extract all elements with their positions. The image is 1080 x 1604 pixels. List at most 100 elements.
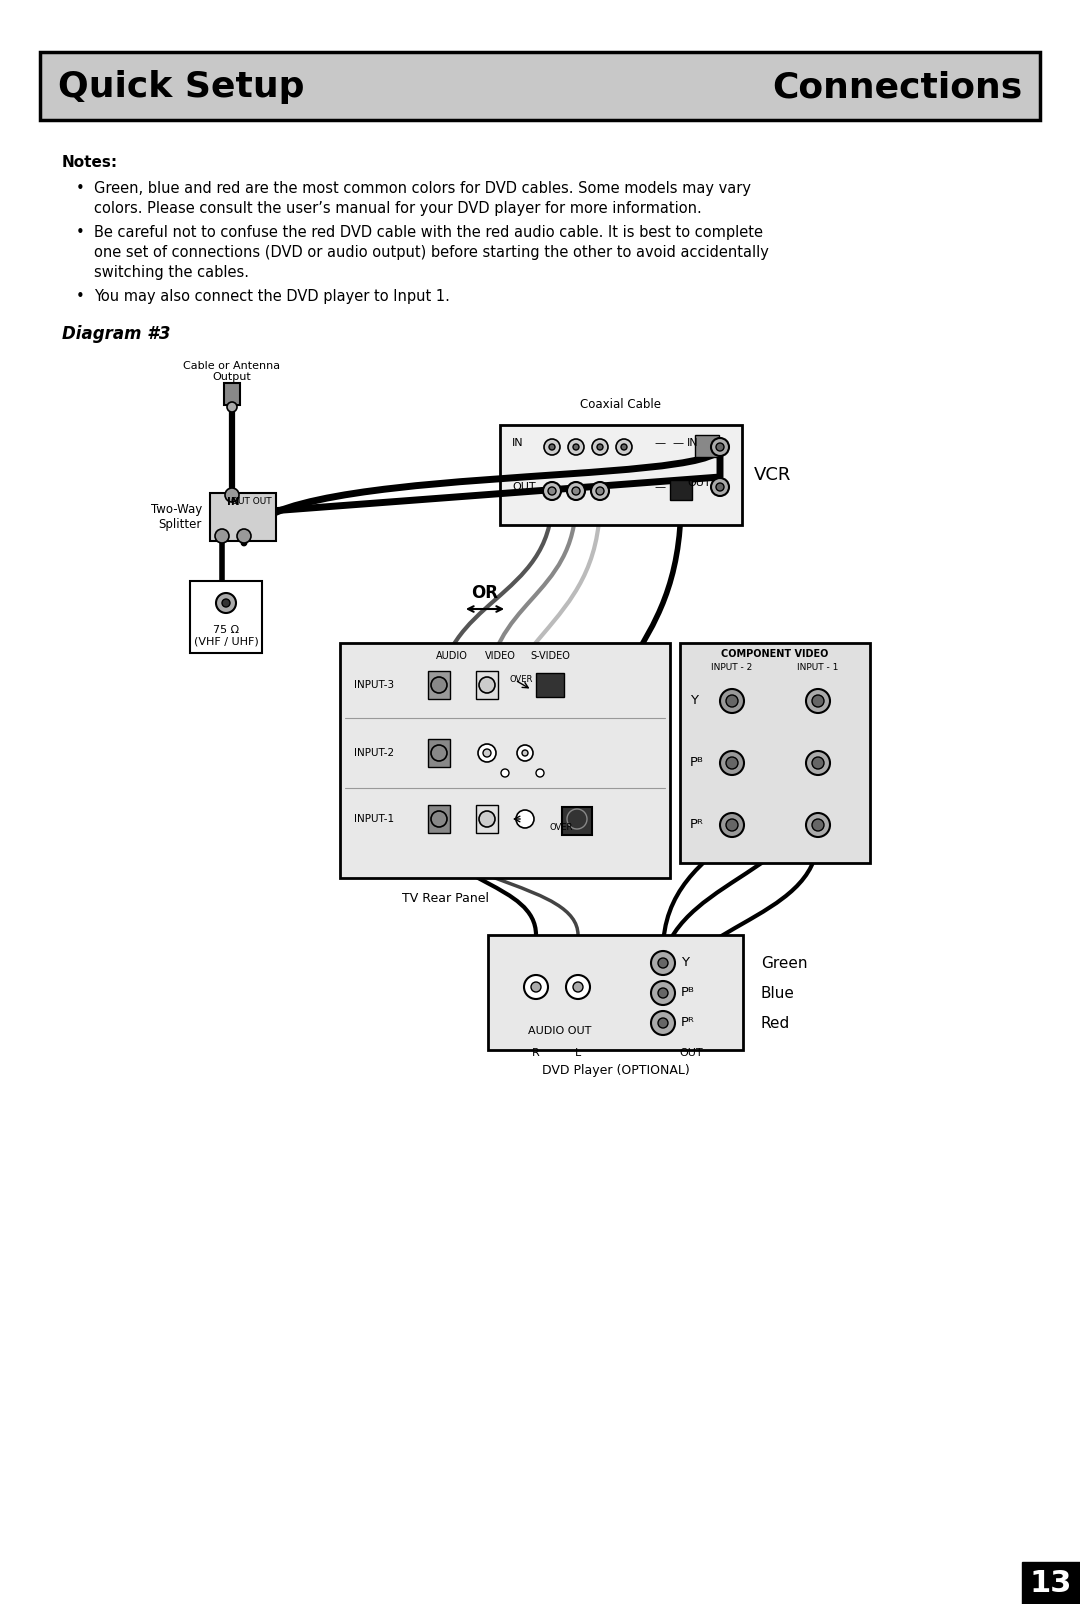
Bar: [428, 670, 450, 699]
Text: INPUT-1: INPUT-1: [354, 813, 394, 824]
Text: Two-Way
Splitter: Two-Way Splitter: [151, 504, 202, 531]
Text: Connections: Connections: [772, 71, 1022, 104]
Text: Red: Red: [761, 1015, 791, 1030]
Text: —: —: [654, 438, 665, 448]
Text: Blue: Blue: [761, 985, 795, 1001]
Circle shape: [716, 443, 724, 451]
Circle shape: [591, 481, 609, 500]
Circle shape: [531, 982, 541, 991]
Bar: [488, 935, 743, 1051]
Circle shape: [812, 757, 824, 768]
Bar: [476, 670, 498, 699]
Text: IN: IN: [512, 438, 524, 448]
Text: S-VIDEO: S-VIDEO: [530, 651, 570, 661]
Circle shape: [806, 751, 831, 775]
Circle shape: [524, 975, 548, 999]
Circle shape: [483, 749, 491, 757]
Bar: [1022, 1562, 1080, 1604]
Bar: [670, 480, 692, 500]
Bar: [190, 581, 262, 653]
Circle shape: [572, 488, 580, 496]
Circle shape: [651, 982, 675, 1006]
Circle shape: [549, 444, 555, 451]
Circle shape: [812, 695, 824, 707]
Circle shape: [501, 768, 509, 776]
Text: R: R: [532, 1047, 540, 1059]
Circle shape: [222, 598, 230, 606]
Circle shape: [720, 813, 744, 837]
Text: —: —: [673, 438, 684, 448]
Circle shape: [596, 488, 604, 496]
Circle shape: [548, 488, 556, 496]
Text: OUT: OUT: [679, 1047, 703, 1059]
Text: •: •: [76, 289, 84, 305]
Text: Pᴿ: Pᴿ: [681, 1017, 694, 1030]
Circle shape: [658, 988, 669, 998]
Bar: [680, 643, 870, 863]
Text: Coaxial Cable: Coaxial Cable: [581, 398, 661, 411]
Circle shape: [431, 812, 447, 828]
Circle shape: [597, 444, 603, 451]
Circle shape: [536, 768, 544, 776]
Circle shape: [215, 529, 229, 544]
Bar: [562, 807, 592, 836]
Circle shape: [720, 751, 744, 775]
Text: AUDIO OUT: AUDIO OUT: [528, 1027, 592, 1036]
Text: INPUT-2: INPUT-2: [354, 747, 394, 759]
Text: Pᴿ: Pᴿ: [690, 818, 704, 831]
Bar: [224, 383, 240, 404]
Text: Pᴮ: Pᴮ: [681, 986, 694, 999]
Bar: [476, 805, 498, 832]
Circle shape: [806, 690, 831, 714]
Text: OVER: OVER: [550, 823, 573, 832]
Circle shape: [573, 444, 579, 451]
Text: •: •: [76, 225, 84, 241]
Bar: [428, 739, 450, 767]
Text: (VHF / UHF): (VHF / UHF): [193, 637, 258, 646]
Circle shape: [543, 481, 561, 500]
Text: —: —: [654, 481, 665, 492]
Circle shape: [516, 810, 534, 828]
Bar: [340, 643, 670, 877]
Circle shape: [544, 439, 561, 456]
Bar: [500, 425, 742, 525]
Circle shape: [726, 820, 738, 831]
Text: Y: Y: [690, 695, 698, 707]
Text: IN: IN: [227, 497, 240, 507]
Circle shape: [567, 481, 585, 500]
Circle shape: [658, 958, 669, 967]
Text: IN: IN: [687, 438, 699, 448]
Text: Output: Output: [213, 372, 252, 382]
Circle shape: [711, 478, 729, 496]
Text: INPUT - 2: INPUT - 2: [712, 662, 753, 672]
Circle shape: [658, 1019, 669, 1028]
Text: OR: OR: [472, 584, 499, 602]
Bar: [40, 51, 1040, 120]
Text: DVD Player (OPTIONAL): DVD Player (OPTIONAL): [542, 1063, 689, 1076]
Text: Green, blue and red are the most common colors for DVD cables. Some models may v: Green, blue and red are the most common …: [94, 181, 751, 196]
Circle shape: [806, 813, 831, 837]
Text: OUT OUT: OUT OUT: [231, 497, 271, 505]
Circle shape: [237, 529, 251, 544]
Circle shape: [227, 403, 237, 412]
Text: OVER: OVER: [510, 675, 534, 683]
Text: COMPONENT VIDEO: COMPONENT VIDEO: [721, 650, 828, 659]
Text: •: •: [76, 181, 84, 196]
Text: one set of connections (DVD or audio output) before starting the other to avoid : one set of connections (DVD or audio out…: [94, 245, 769, 260]
Text: Y: Y: [681, 956, 689, 969]
Circle shape: [431, 677, 447, 693]
Circle shape: [711, 438, 729, 456]
Text: L: L: [575, 1047, 581, 1059]
Text: TV Rear Panel: TV Rear Panel: [402, 892, 488, 905]
Text: Diagram #3: Diagram #3: [62, 326, 171, 343]
Circle shape: [225, 488, 239, 502]
Circle shape: [573, 982, 583, 991]
Text: Quick Setup: Quick Setup: [58, 71, 305, 104]
Circle shape: [716, 483, 724, 491]
Text: colors. Please consult the user’s manual for your DVD player for more informatio: colors. Please consult the user’s manual…: [94, 200, 702, 217]
Text: OUT: OUT: [512, 481, 536, 492]
Circle shape: [517, 744, 534, 760]
Circle shape: [812, 820, 824, 831]
Text: Be careful not to confuse the red DVD cable with the red audio cable. It is best: Be careful not to confuse the red DVD ca…: [94, 225, 762, 241]
Bar: [210, 492, 276, 541]
